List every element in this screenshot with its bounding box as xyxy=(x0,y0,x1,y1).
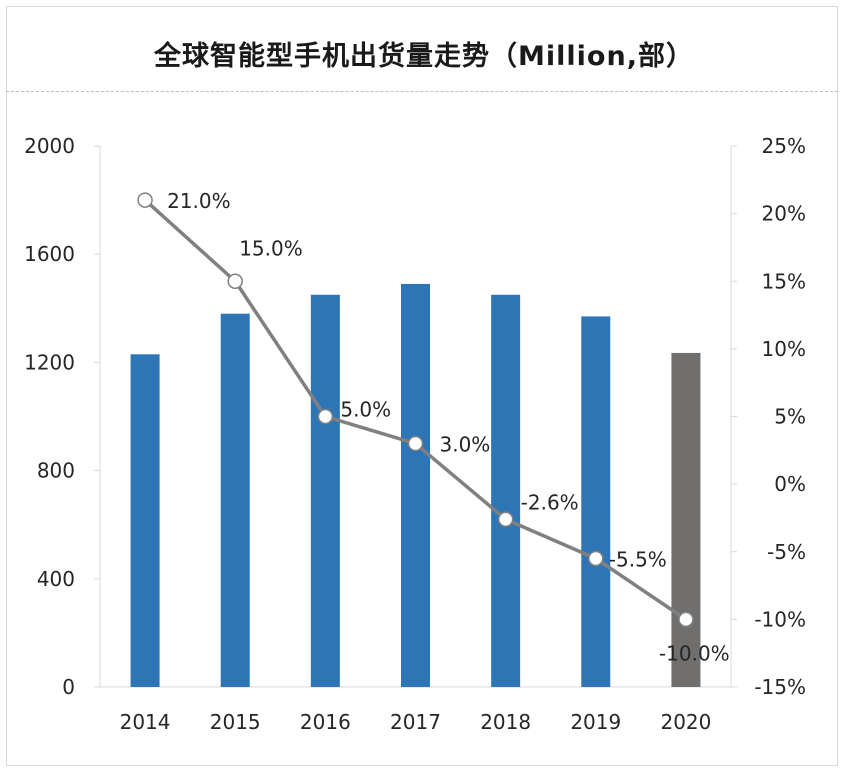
y-right-tick-label: 10% xyxy=(762,337,806,361)
y-right-tick-label: 15% xyxy=(762,269,806,293)
x-tick-label: 2017 xyxy=(390,710,441,734)
bar-2018 xyxy=(491,294,521,687)
y-right-tick-label: -10% xyxy=(754,607,806,631)
growth-data-label: 3.0% xyxy=(440,433,491,457)
x-tick-label: 2019 xyxy=(570,710,621,734)
growth-data-label: 5.0% xyxy=(340,398,391,422)
chart-title: 全球智能型手机出货量走势（Million,部） xyxy=(154,41,694,72)
y-right-tick-label: 5% xyxy=(774,405,806,429)
y-left-tick-label: 1600 xyxy=(24,242,75,266)
growth-point-2015 xyxy=(227,273,243,289)
x-tick-label: 2020 xyxy=(660,710,711,734)
bar-2015 xyxy=(220,313,250,687)
growth-data-label: -2.6% xyxy=(521,490,579,514)
bar-2019 xyxy=(581,316,611,687)
bar-2016 xyxy=(310,294,340,687)
y-left-tick-label: 1200 xyxy=(24,350,75,374)
y-right-tick-label: -5% xyxy=(767,540,806,564)
y-left-tick-label: 400 xyxy=(37,567,75,591)
y-right-tick-label: 20% xyxy=(762,202,806,226)
bar-2014 xyxy=(130,354,160,687)
y-left-tick-label: 800 xyxy=(37,459,75,483)
growth-point-2019 xyxy=(588,550,604,567)
growth-data-label: -10.0% xyxy=(659,641,730,665)
x-tick-label: 2014 xyxy=(120,710,171,734)
y-left-tick-label: 2000 xyxy=(24,134,75,158)
bar-2020 xyxy=(671,352,701,687)
growth-point-2014 xyxy=(137,192,153,208)
growth-data-label: 15.0% xyxy=(239,236,303,260)
x-tick-label: 2016 xyxy=(300,710,351,734)
y-right-tick-label: 0% xyxy=(774,472,806,496)
y-right-tick-label: -15% xyxy=(754,675,806,699)
growth-point-2018 xyxy=(497,511,514,528)
x-tick-label: 2015 xyxy=(210,710,261,734)
growth-point-2020 xyxy=(678,611,694,628)
growth-data-label: -5.5% xyxy=(609,548,667,572)
x-tick-label: 2018 xyxy=(480,710,531,734)
bar-2017 xyxy=(401,283,430,687)
y-right-tick-label: 25% xyxy=(762,134,806,158)
growth-point-2017 xyxy=(407,435,424,452)
growth-data-label: 21.0% xyxy=(167,189,231,213)
y-left-tick-label: 0 xyxy=(62,675,75,699)
growth-point-2016 xyxy=(317,408,334,425)
title-separator xyxy=(6,91,838,92)
